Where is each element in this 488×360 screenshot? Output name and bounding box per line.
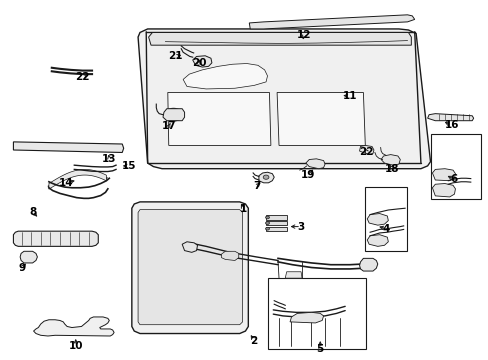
Polygon shape bbox=[427, 114, 473, 121]
Polygon shape bbox=[277, 93, 365, 145]
Text: 22: 22 bbox=[75, 72, 89, 82]
Text: 9: 9 bbox=[19, 263, 25, 273]
Text: 13: 13 bbox=[102, 154, 116, 164]
Polygon shape bbox=[192, 56, 211, 67]
Polygon shape bbox=[221, 251, 238, 261]
Polygon shape bbox=[366, 213, 387, 225]
Text: 10: 10 bbox=[68, 341, 83, 351]
Text: 14: 14 bbox=[59, 178, 73, 188]
Text: 5: 5 bbox=[316, 344, 323, 354]
Polygon shape bbox=[154, 35, 417, 156]
Text: 8: 8 bbox=[29, 207, 36, 217]
Polygon shape bbox=[34, 317, 114, 336]
Polygon shape bbox=[258, 172, 274, 183]
Polygon shape bbox=[305, 159, 325, 169]
Ellipse shape bbox=[265, 227, 269, 230]
Text: 1: 1 bbox=[240, 204, 246, 214]
Polygon shape bbox=[49, 170, 106, 189]
Polygon shape bbox=[359, 258, 377, 271]
Text: 3: 3 bbox=[297, 222, 304, 231]
Polygon shape bbox=[265, 227, 286, 231]
Polygon shape bbox=[167, 93, 270, 145]
Polygon shape bbox=[182, 242, 197, 252]
Polygon shape bbox=[431, 169, 454, 181]
Polygon shape bbox=[265, 215, 286, 220]
Polygon shape bbox=[366, 235, 387, 246]
Ellipse shape bbox=[265, 216, 269, 219]
Text: 16: 16 bbox=[444, 120, 458, 130]
Polygon shape bbox=[148, 32, 410, 45]
Text: 2: 2 bbox=[250, 336, 257, 346]
Polygon shape bbox=[359, 145, 373, 154]
Polygon shape bbox=[20, 251, 37, 263]
Text: 7: 7 bbox=[252, 181, 260, 192]
Ellipse shape bbox=[263, 175, 268, 179]
Text: 15: 15 bbox=[122, 161, 137, 171]
Polygon shape bbox=[380, 154, 400, 165]
Polygon shape bbox=[183, 63, 267, 89]
Text: 4: 4 bbox=[382, 224, 389, 234]
Ellipse shape bbox=[164, 108, 182, 121]
Polygon shape bbox=[132, 202, 248, 333]
Ellipse shape bbox=[168, 111, 178, 118]
Text: 21: 21 bbox=[168, 51, 183, 62]
Text: 18: 18 bbox=[384, 164, 399, 174]
Text: 12: 12 bbox=[297, 30, 311, 40]
Text: 20: 20 bbox=[191, 58, 206, 68]
Text: 19: 19 bbox=[300, 170, 314, 180]
Text: 17: 17 bbox=[161, 121, 176, 131]
Polygon shape bbox=[138, 29, 429, 169]
Polygon shape bbox=[163, 109, 184, 121]
Text: 6: 6 bbox=[450, 174, 457, 184]
Polygon shape bbox=[13, 142, 123, 153]
Polygon shape bbox=[431, 184, 454, 197]
Polygon shape bbox=[285, 272, 302, 278]
Text: 22: 22 bbox=[359, 147, 373, 157]
Text: 11: 11 bbox=[342, 91, 357, 101]
Polygon shape bbox=[249, 15, 414, 29]
Polygon shape bbox=[13, 231, 98, 246]
Ellipse shape bbox=[265, 222, 269, 225]
Polygon shape bbox=[138, 210, 242, 325]
Polygon shape bbox=[265, 221, 286, 225]
Polygon shape bbox=[289, 312, 323, 323]
